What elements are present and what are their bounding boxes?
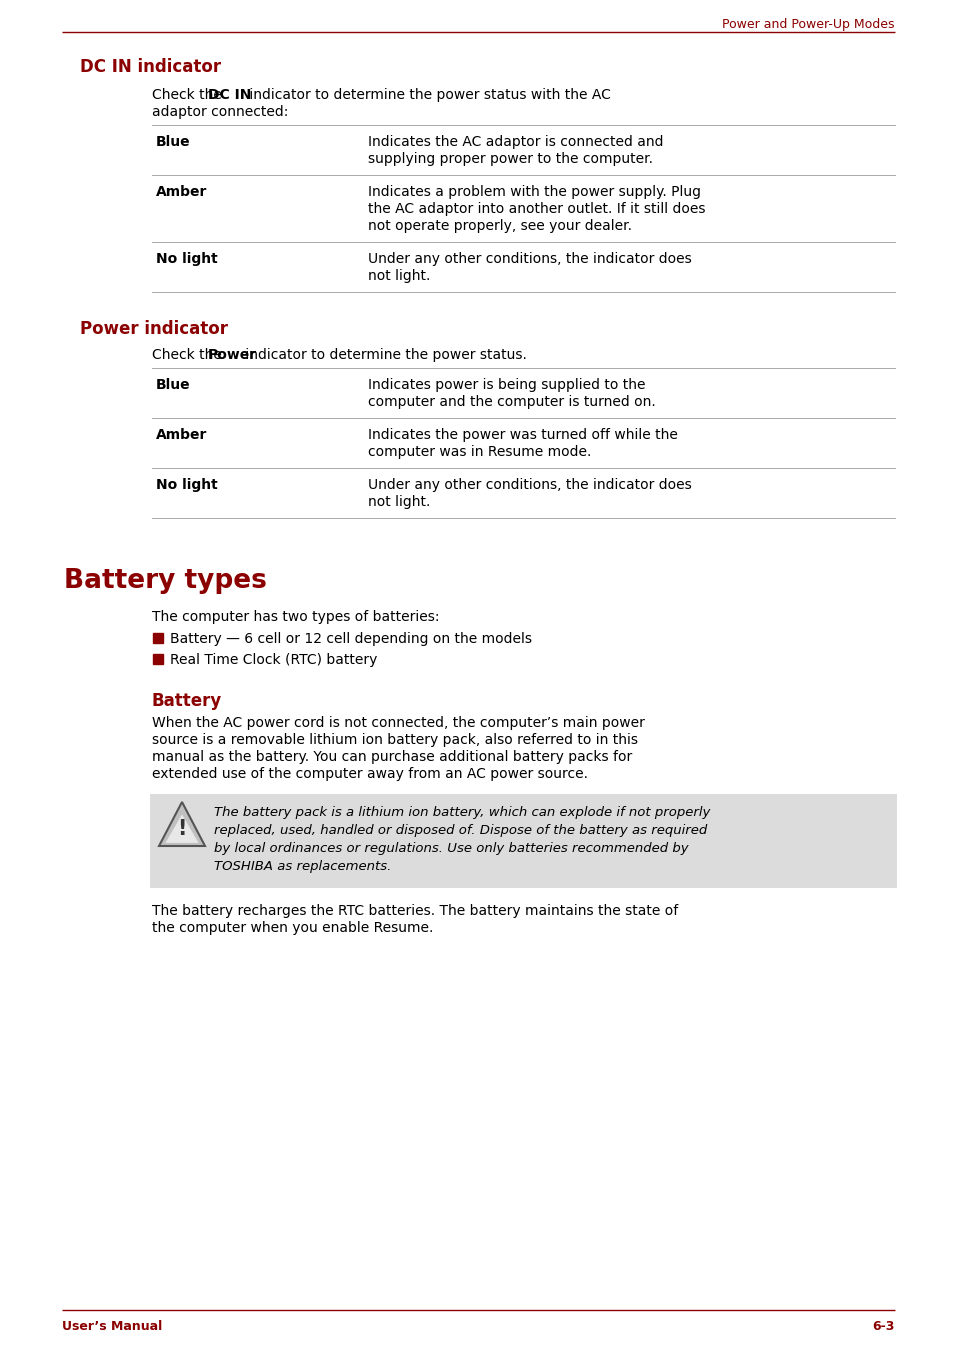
Text: Check the: Check the <box>152 88 226 103</box>
Text: Power: Power <box>208 348 257 362</box>
Text: Battery types: Battery types <box>64 568 267 594</box>
Text: TOSHIBA as replacements.: TOSHIBA as replacements. <box>213 861 391 873</box>
Text: by local ordinances or regulations. Use only batteries recommended by: by local ordinances or regulations. Use … <box>213 842 688 855</box>
Text: Power and Power-Up Modes: Power and Power-Up Modes <box>721 18 894 31</box>
Text: Check the: Check the <box>152 348 226 362</box>
Text: The battery pack is a lithium ion battery, which can explode if not properly: The battery pack is a lithium ion batter… <box>213 805 710 819</box>
Text: The computer has two types of batteries:: The computer has two types of batteries: <box>152 610 439 625</box>
Text: User’s Manual: User’s Manual <box>62 1321 162 1333</box>
Text: Indicates power is being supplied to the: Indicates power is being supplied to the <box>368 378 645 393</box>
Text: not light.: not light. <box>368 268 430 283</box>
Text: supplying proper power to the computer.: supplying proper power to the computer. <box>368 152 652 166</box>
Text: manual as the battery. You can purchase additional battery packs for: manual as the battery. You can purchase … <box>152 750 632 764</box>
Text: No light: No light <box>156 478 217 492</box>
Text: Indicates the power was turned off while the: Indicates the power was turned off while… <box>368 428 678 442</box>
Bar <box>152 654 163 664</box>
Text: the computer when you enable Resume.: the computer when you enable Resume. <box>152 921 433 935</box>
Text: indicator to determine the power status.: indicator to determine the power status. <box>241 348 526 362</box>
Text: Indicates the AC adaptor is connected and: Indicates the AC adaptor is connected an… <box>368 135 662 148</box>
Text: not operate properly, see your dealer.: not operate properly, see your dealer. <box>368 219 631 233</box>
Text: replaced, used, handled or disposed of. Dispose of the battery as required: replaced, used, handled or disposed of. … <box>213 824 706 836</box>
Text: computer was in Resume mode.: computer was in Resume mode. <box>368 445 591 459</box>
Text: the AC adaptor into another outlet. If it still does: the AC adaptor into another outlet. If i… <box>368 202 705 216</box>
Text: Under any other conditions, the indicator does: Under any other conditions, the indicato… <box>368 478 691 492</box>
Text: Amber: Amber <box>156 185 207 200</box>
Text: Real Time Clock (RTC) battery: Real Time Clock (RTC) battery <box>170 653 377 666</box>
Bar <box>152 633 163 643</box>
Text: DC IN indicator: DC IN indicator <box>80 58 221 76</box>
Text: adaptor connected:: adaptor connected: <box>152 105 288 119</box>
Text: 6-3: 6-3 <box>872 1321 894 1333</box>
Text: Blue: Blue <box>156 135 191 148</box>
Text: When the AC power cord is not connected, the computer’s main power: When the AC power cord is not connected,… <box>152 716 644 730</box>
Text: Power indicator: Power indicator <box>80 320 228 339</box>
Text: computer and the computer is turned on.: computer and the computer is turned on. <box>368 395 655 409</box>
Text: Indicates a problem with the power supply. Plug: Indicates a problem with the power suppl… <box>368 185 700 200</box>
Text: source is a removable lithium ion battery pack, also referred to in this: source is a removable lithium ion batter… <box>152 733 638 747</box>
Text: not light.: not light. <box>368 495 430 509</box>
Text: !: ! <box>177 819 187 839</box>
Polygon shape <box>159 803 205 846</box>
Polygon shape <box>165 815 198 843</box>
Text: Under any other conditions, the indicator does: Under any other conditions, the indicato… <box>368 252 691 266</box>
Text: Blue: Blue <box>156 378 191 393</box>
Text: Battery — 6 cell or 12 cell depending on the models: Battery — 6 cell or 12 cell depending on… <box>170 631 532 646</box>
Bar <box>150 795 896 888</box>
Text: indicator to determine the power status with the AC: indicator to determine the power status … <box>245 88 610 103</box>
Text: DC IN: DC IN <box>208 88 251 103</box>
Text: No light: No light <box>156 252 217 266</box>
Text: Battery: Battery <box>152 692 222 710</box>
Text: Amber: Amber <box>156 428 207 442</box>
Text: extended use of the computer away from an AC power source.: extended use of the computer away from a… <box>152 768 587 781</box>
Text: The battery recharges the RTC batteries. The battery maintains the state of: The battery recharges the RTC batteries.… <box>152 904 678 919</box>
